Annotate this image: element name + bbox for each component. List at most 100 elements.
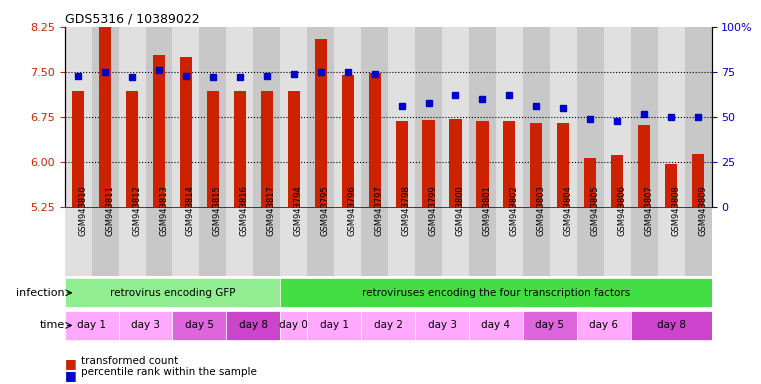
- Text: day 8: day 8: [239, 320, 268, 331]
- Text: GDS5316 / 10389022: GDS5316 / 10389022: [65, 13, 199, 26]
- Bar: [65, 27, 91, 207]
- Bar: [361, 27, 388, 207]
- Text: day 6: day 6: [589, 320, 618, 331]
- Bar: [603, 27, 631, 207]
- Bar: [65, 311, 119, 340]
- Text: GSM943795: GSM943795: [320, 185, 330, 236]
- Bar: [631, 311, 712, 340]
- Bar: [577, 207, 603, 276]
- Text: GSM943805: GSM943805: [591, 185, 599, 236]
- Text: day 5: day 5: [535, 320, 565, 331]
- Bar: [422, 120, 435, 207]
- Bar: [361, 311, 415, 340]
- Bar: [199, 207, 227, 276]
- Text: GSM943801: GSM943801: [482, 185, 492, 236]
- Text: percentile rank within the sample: percentile rank within the sample: [81, 367, 257, 377]
- Bar: [307, 207, 334, 276]
- Bar: [119, 27, 145, 207]
- Text: GSM943813: GSM943813: [159, 185, 168, 236]
- Text: GSM943812: GSM943812: [132, 185, 141, 236]
- Text: retrovirus encoding GFP: retrovirus encoding GFP: [110, 288, 235, 298]
- Text: GSM943798: GSM943798: [402, 185, 411, 236]
- Bar: [145, 207, 173, 276]
- Bar: [603, 207, 631, 276]
- Text: GSM943815: GSM943815: [213, 185, 222, 236]
- Text: day 4: day 4: [482, 320, 511, 331]
- Bar: [469, 27, 496, 207]
- Text: GSM943811: GSM943811: [105, 185, 114, 236]
- Bar: [685, 207, 712, 276]
- Bar: [476, 121, 489, 207]
- Text: day 2: day 2: [374, 320, 403, 331]
- Text: GSM943814: GSM943814: [186, 185, 195, 236]
- Bar: [496, 27, 523, 207]
- Bar: [173, 27, 199, 207]
- Text: GSM943800: GSM943800: [456, 185, 464, 236]
- Bar: [72, 91, 84, 207]
- Bar: [126, 91, 139, 207]
- Bar: [685, 27, 712, 207]
- Bar: [253, 207, 280, 276]
- Bar: [442, 27, 469, 207]
- Bar: [388, 207, 415, 276]
- Text: GSM943816: GSM943816: [240, 185, 249, 236]
- Bar: [469, 311, 523, 340]
- Text: day 1: day 1: [320, 320, 349, 331]
- Bar: [307, 27, 334, 207]
- Bar: [99, 21, 111, 207]
- Bar: [65, 278, 280, 308]
- Text: GSM943817: GSM943817: [267, 185, 275, 236]
- Text: day 0: day 0: [279, 320, 308, 331]
- Text: ■: ■: [65, 369, 76, 382]
- Bar: [577, 27, 603, 207]
- Text: GSM943809: GSM943809: [698, 185, 707, 236]
- Bar: [631, 27, 658, 207]
- Bar: [234, 91, 246, 207]
- Text: day 8: day 8: [657, 320, 686, 331]
- Bar: [415, 207, 442, 276]
- Bar: [665, 164, 677, 207]
- Text: GSM943810: GSM943810: [78, 185, 88, 236]
- Bar: [631, 207, 658, 276]
- Bar: [173, 207, 199, 276]
- Bar: [145, 27, 173, 207]
- Text: time: time: [40, 320, 65, 331]
- Bar: [469, 207, 496, 276]
- Bar: [557, 122, 569, 207]
- Bar: [91, 27, 119, 207]
- Bar: [611, 155, 623, 207]
- Text: GSM943794: GSM943794: [294, 185, 303, 236]
- Bar: [153, 55, 165, 207]
- Bar: [658, 207, 685, 276]
- Bar: [227, 207, 253, 276]
- Bar: [173, 311, 227, 340]
- Text: GSM943796: GSM943796: [348, 185, 357, 236]
- Text: GSM943804: GSM943804: [563, 185, 572, 236]
- Bar: [496, 207, 523, 276]
- Text: GSM943807: GSM943807: [644, 185, 653, 236]
- Text: day 1: day 1: [77, 320, 106, 331]
- Bar: [530, 123, 543, 207]
- Bar: [91, 207, 119, 276]
- Bar: [523, 207, 550, 276]
- Bar: [442, 207, 469, 276]
- Bar: [288, 91, 300, 207]
- Bar: [180, 57, 192, 207]
- Text: GSM943797: GSM943797: [374, 185, 384, 236]
- Bar: [314, 39, 326, 207]
- Bar: [577, 311, 631, 340]
- Bar: [253, 27, 280, 207]
- Text: transformed count: transformed count: [81, 356, 179, 366]
- Bar: [415, 27, 442, 207]
- Text: ■: ■: [65, 357, 76, 370]
- Bar: [584, 158, 597, 207]
- Bar: [550, 207, 577, 276]
- Text: day 3: day 3: [428, 320, 457, 331]
- Bar: [280, 27, 307, 207]
- Text: day 5: day 5: [185, 320, 214, 331]
- Bar: [503, 121, 515, 207]
- Bar: [415, 311, 469, 340]
- Bar: [368, 73, 380, 207]
- Text: GSM943802: GSM943802: [509, 185, 518, 236]
- Bar: [261, 91, 273, 207]
